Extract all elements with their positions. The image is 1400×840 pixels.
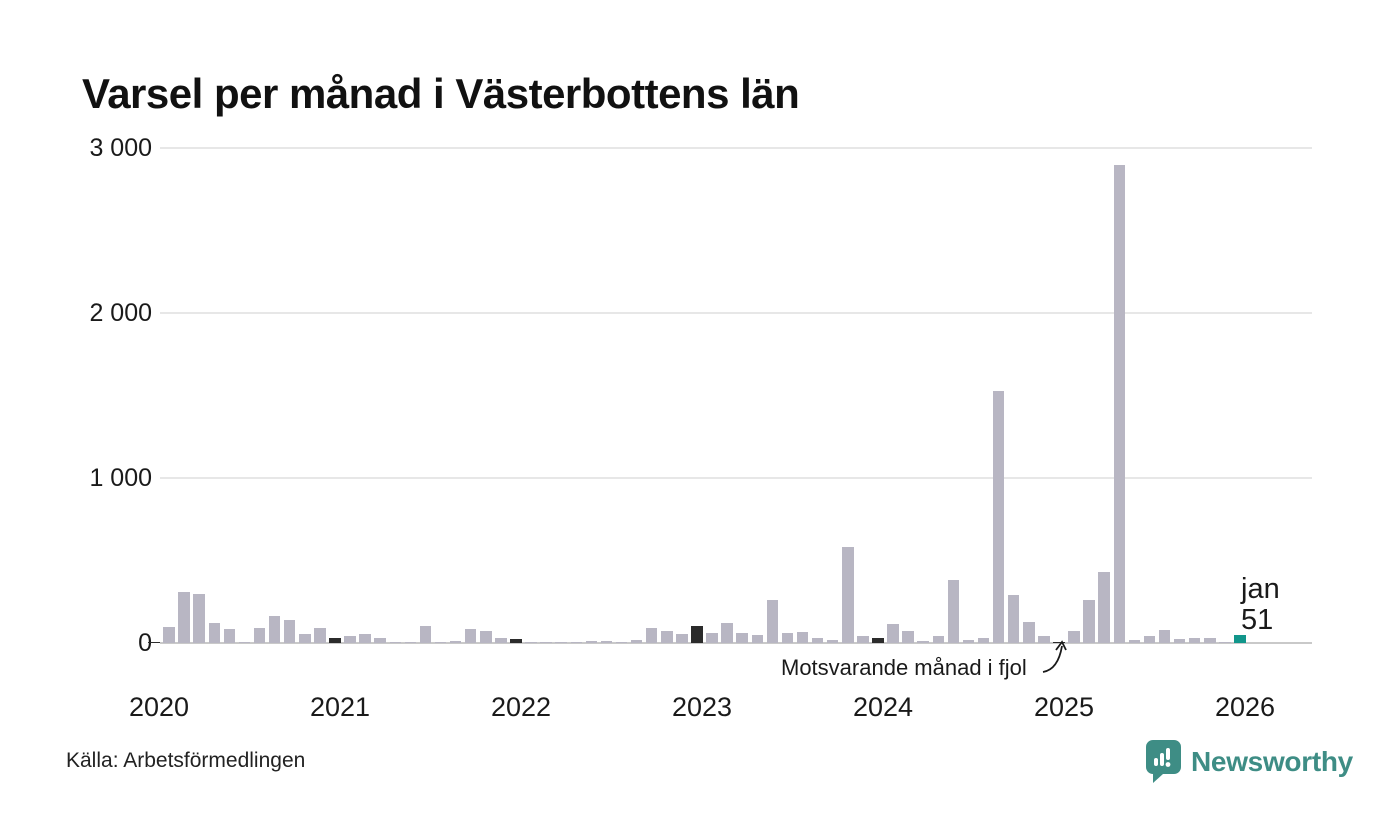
- bar: [253, 628, 266, 643]
- bar: [464, 628, 477, 643]
- bar: [344, 636, 356, 643]
- bar: [706, 632, 718, 643]
- newsworthy-logo: Newsworthy: [1146, 740, 1353, 783]
- bar: [1219, 642, 1231, 643]
- bar: [1113, 164, 1126, 643]
- bar: [811, 638, 824, 643]
- bar: [645, 628, 658, 643]
- bar: [434, 642, 447, 643]
- bar-january: [872, 638, 884, 643]
- bar-january: [1053, 642, 1065, 643]
- bar: [1188, 638, 1201, 643]
- bar: [1128, 639, 1141, 643]
- bar: [932, 635, 945, 643]
- bar: [962, 640, 975, 643]
- bar: [314, 628, 326, 643]
- x-axis-year-label: 2025: [1033, 692, 1095, 722]
- bar: [736, 633, 748, 643]
- x-axis-year-label: 2020: [128, 692, 190, 722]
- bar: [977, 637, 990, 643]
- newsworthy-logo-text: Newsworthy: [1191, 745, 1353, 777]
- bar: [223, 628, 236, 643]
- y-axis-tick-label: 0: [138, 629, 152, 657]
- bar: [887, 624, 899, 643]
- bar: [585, 640, 598, 643]
- bar: [600, 640, 613, 643]
- bar: [163, 627, 175, 643]
- bar: [630, 639, 643, 643]
- bar: [917, 641, 929, 643]
- bar: [238, 642, 251, 643]
- bar: [992, 390, 1005, 643]
- bar: [1143, 636, 1156, 643]
- bar: [495, 638, 507, 643]
- bar: [208, 623, 221, 643]
- bar-january: [510, 639, 522, 643]
- bar: [555, 642, 567, 643]
- annotation-label: Motsvarande månad i fjol: [781, 655, 1027, 680]
- y-axis-tick-label: 2 000: [89, 299, 152, 327]
- bar: [374, 638, 386, 643]
- bar: [1023, 621, 1035, 643]
- bar-january: [691, 626, 703, 643]
- bar: [857, 636, 869, 643]
- x-axis-year-label: 2021: [309, 692, 371, 722]
- bar: [781, 632, 794, 643]
- bar: [283, 620, 296, 643]
- x-axis-year-label: 2023: [671, 692, 733, 722]
- bar: [766, 600, 779, 643]
- bar: [796, 631, 809, 643]
- gridline: [160, 147, 1312, 149]
- bar: [359, 633, 371, 643]
- bar: [1038, 635, 1050, 643]
- newsworthy-logo-icon: [1146, 740, 1181, 783]
- bar: [570, 642, 583, 643]
- bar-current-month: [1234, 634, 1246, 643]
- bar: [540, 641, 552, 643]
- bar: [1204, 638, 1216, 643]
- bar: [1083, 600, 1095, 643]
- bar: [842, 547, 854, 643]
- bar: [947, 580, 960, 643]
- bar: [1173, 639, 1186, 643]
- bar: [419, 625, 432, 643]
- bar: [449, 641, 462, 643]
- bar: [480, 630, 492, 643]
- current-month-value: 51: [1241, 604, 1274, 636]
- source-label: Källa: Arbetsförmedlingen: [66, 749, 306, 772]
- bar: [826, 640, 839, 643]
- gridline: [160, 477, 1312, 479]
- bar-january: [148, 642, 160, 643]
- bar-january: [329, 638, 341, 643]
- bar: [902, 630, 914, 643]
- bar: [676, 633, 688, 643]
- gridline: [160, 312, 1312, 314]
- y-axis-tick-label: 3 000: [89, 134, 152, 162]
- bar: [721, 622, 733, 643]
- bar: [661, 630, 673, 643]
- bar: [268, 615, 281, 643]
- gridline: [160, 642, 1312, 644]
- bar: [299, 634, 311, 643]
- y-axis-tick-label: 1 000: [89, 464, 152, 492]
- bar: [1068, 630, 1080, 643]
- bar: [525, 642, 537, 643]
- bar: [1007, 595, 1020, 643]
- current-month-label: jan 51: [1241, 574, 1280, 636]
- bar: [404, 641, 417, 643]
- current-month-name: jan: [1241, 573, 1280, 605]
- annotation-arrow-icon: [1042, 640, 1067, 673]
- bar: [389, 641, 402, 643]
- x-axis-year-label: 2022: [490, 692, 552, 722]
- bar: [751, 635, 764, 643]
- bar: [1098, 572, 1110, 643]
- chart-title: Varsel per månad i Västerbottens län: [82, 70, 800, 117]
- bar: [193, 594, 205, 643]
- x-axis-year-label: 2024: [852, 692, 914, 722]
- bar: [615, 642, 628, 643]
- bar: [1158, 630, 1171, 643]
- bar: [178, 591, 190, 643]
- x-axis-year-label: 2026: [1214, 692, 1276, 722]
